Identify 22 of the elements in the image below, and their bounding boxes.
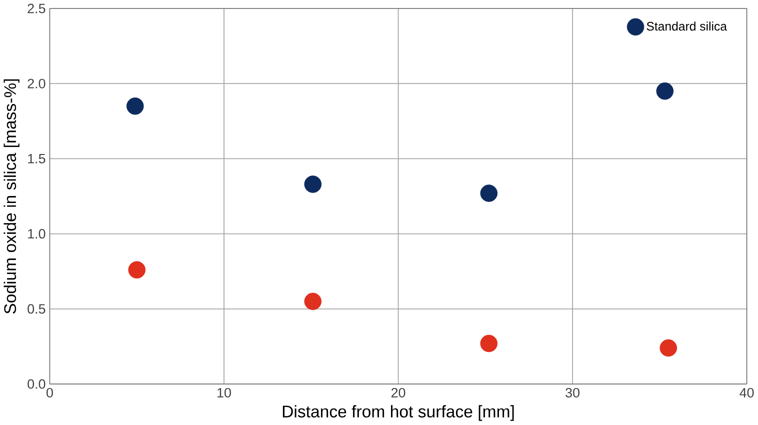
y-tick-label: 2.0 [28,79,46,89]
x-tick-label: 10 [218,388,231,398]
x-axis-title: Distance from hot surface [mm] [282,405,514,422]
y-axis-title: Sodium oxide in silica [mass-%] [4,80,20,314]
point [480,335,498,352]
y-tick-label: 1.0 [28,229,46,239]
y-tick-label: 1.5 [28,154,46,164]
point [304,176,322,194]
y-tick-label: 2.5 [28,4,46,14]
point [304,292,322,310]
legend-label: Standard silica [646,22,727,31]
point [480,184,498,202]
x-tick-label: 40 [740,388,754,398]
point [656,82,674,100]
point [128,261,146,279]
point [660,340,678,357]
x-tick-label: 20 [391,388,406,398]
y-tick-label: 0.0 [28,379,46,389]
y-tick-label: 0.5 [28,304,46,314]
x-tick-label: 0 [46,388,53,398]
x-tick-label: 30 [566,388,580,398]
point [126,98,144,115]
